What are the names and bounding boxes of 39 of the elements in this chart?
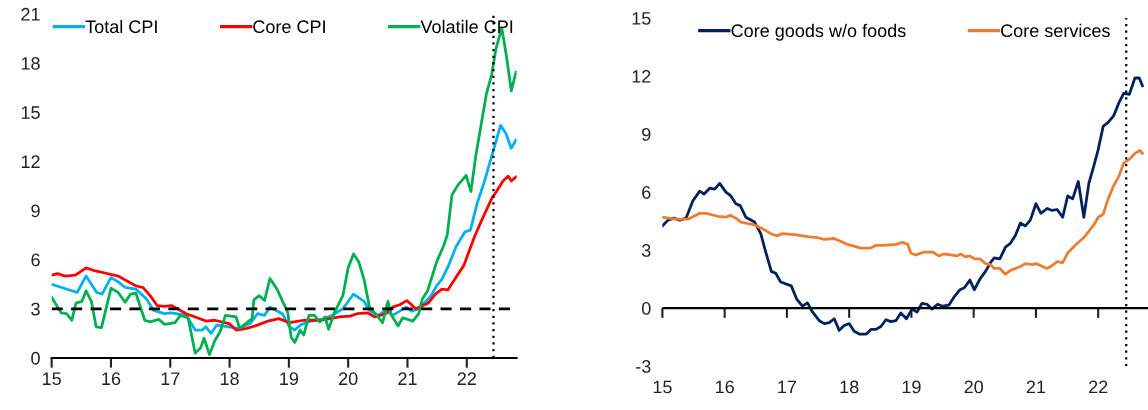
y-tick-label: 6 xyxy=(31,253,40,267)
y-tick-label: 21 xyxy=(21,7,40,21)
legend-label: Core services xyxy=(1001,23,1110,38)
legend-label: Core CPI xyxy=(253,20,325,34)
x-tick-label: 16 xyxy=(715,380,734,394)
y-tick-label: 15 xyxy=(632,12,651,25)
x-tick-label: 22 xyxy=(457,372,476,385)
y-tick-label: 0 xyxy=(641,302,651,315)
x-tick-label: 21 xyxy=(1026,380,1046,394)
y-tick-label: 6 xyxy=(642,186,651,199)
x-tick-label: 16 xyxy=(102,372,121,386)
legend-label: Core goods w/o foods xyxy=(731,23,906,41)
line-series xyxy=(662,76,1144,336)
x-tick-label: 19 xyxy=(902,380,921,394)
y-tick-label: 9 xyxy=(642,128,651,141)
x-tick-label: 17 xyxy=(778,380,797,394)
y-tick-label: 9 xyxy=(31,204,40,218)
x-tick-label: 18 xyxy=(840,380,859,394)
x-tick-label: 20 xyxy=(964,380,984,394)
y-tick-label: 0 xyxy=(31,351,40,365)
x-tick-label: 19 xyxy=(280,372,299,386)
x-tick-label: 21 xyxy=(398,372,417,385)
y-tick-label: 18 xyxy=(21,57,40,70)
y-tick-label: 3 xyxy=(31,302,40,316)
legend-label: Total CPI xyxy=(85,19,157,34)
y-tick-label: 12 xyxy=(632,69,651,83)
x-tick-label: 18 xyxy=(220,372,239,386)
x-tick-label: 15 xyxy=(43,372,61,386)
y-tick-label: 15 xyxy=(21,106,40,119)
line-series xyxy=(662,149,1144,276)
x-tick-label: 15 xyxy=(653,380,672,394)
x-tick-label: 17 xyxy=(161,372,180,385)
legend-label: Volatile CPI xyxy=(420,19,513,34)
y-tick-label: 3 xyxy=(641,244,651,257)
y-tick-label: -3 xyxy=(636,360,651,373)
x-tick-label: 20 xyxy=(339,372,358,386)
line-series xyxy=(51,174,517,332)
y-tick-label: 12 xyxy=(21,155,40,168)
x-tick-label: 22 xyxy=(1089,380,1108,394)
